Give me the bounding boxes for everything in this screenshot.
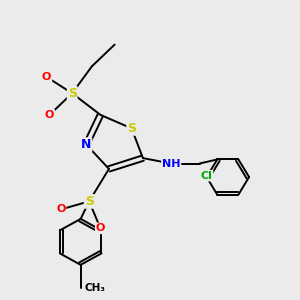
Text: O: O [45,110,54,120]
Text: O: O [42,72,51,82]
Text: S: S [68,87,77,100]
Text: NH: NH [162,158,181,169]
Text: S: S [85,195,94,208]
Text: N: N [81,138,92,151]
Text: O: O [96,224,105,233]
Text: O: O [56,204,65,214]
Text: S: S [127,122,136,135]
Text: CH₃: CH₃ [85,283,106,293]
Text: Cl: Cl [201,171,213,181]
